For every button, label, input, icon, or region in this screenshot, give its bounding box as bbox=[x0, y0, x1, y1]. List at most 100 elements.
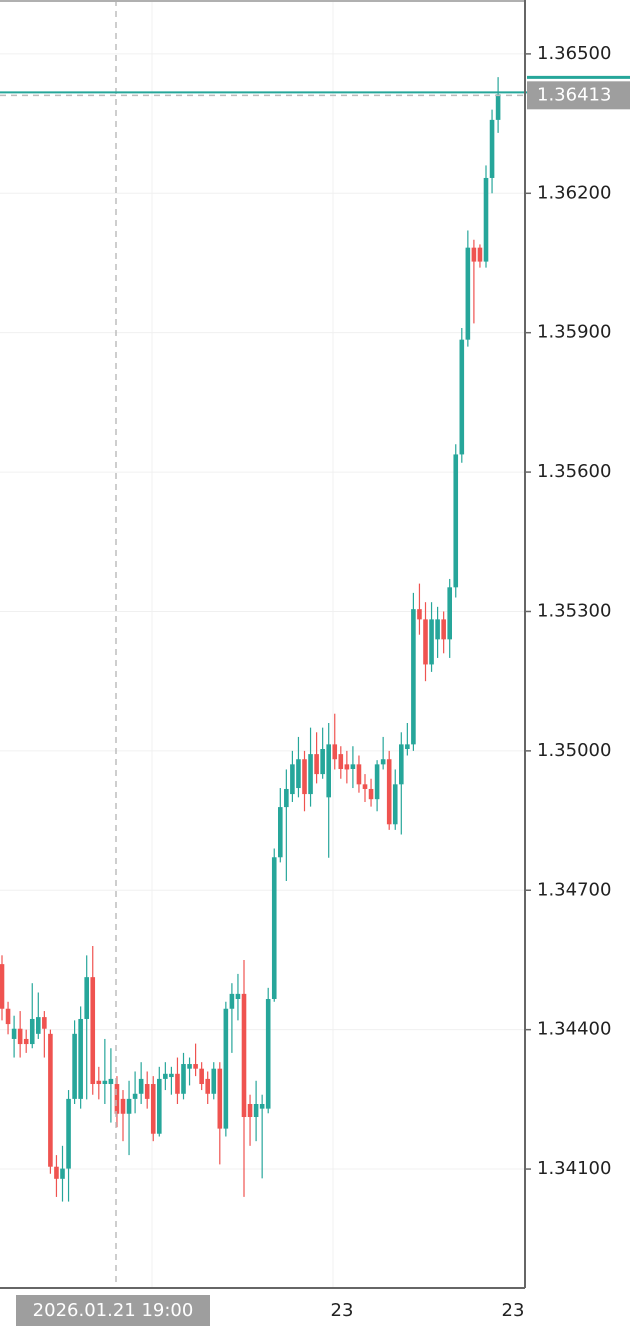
candle-body bbox=[411, 609, 416, 745]
candle-body bbox=[60, 1168, 65, 1179]
candle-body bbox=[296, 759, 301, 789]
candle-body bbox=[405, 744, 410, 750]
candle-body bbox=[96, 1080, 102, 1085]
candle-body bbox=[193, 1064, 198, 1069]
candle-body bbox=[447, 587, 452, 640]
candle-body bbox=[441, 619, 446, 640]
crosshair-time-label: 2026.01.21 19:00 bbox=[33, 1300, 194, 1321]
y-tick-label: 1.34100 bbox=[537, 1158, 611, 1179]
candle-body bbox=[138, 1078, 144, 1094]
candle-body bbox=[23, 1038, 29, 1045]
candle-body bbox=[223, 1008, 229, 1129]
candle-body bbox=[338, 754, 344, 769]
candle-body bbox=[259, 1104, 265, 1109]
candle-body bbox=[386, 759, 392, 825]
candle-body bbox=[423, 619, 428, 665]
y-tick-label: 1.35000 bbox=[537, 740, 611, 761]
candle-body bbox=[253, 1104, 259, 1118]
x-tick-label: 23 bbox=[331, 1300, 354, 1321]
y-tick-label: 1.35300 bbox=[537, 600, 611, 621]
candle-body bbox=[132, 1093, 138, 1099]
y-tick-label: 1.34700 bbox=[537, 879, 611, 900]
candle-body bbox=[392, 784, 398, 825]
y-tick-label: 1.35600 bbox=[537, 461, 611, 482]
candle-body bbox=[181, 1064, 186, 1094]
candle-body bbox=[108, 1078, 114, 1085]
candle-body bbox=[48, 1033, 53, 1167]
candle-body bbox=[453, 454, 459, 588]
y-tick-label: 1.36500 bbox=[537, 43, 611, 64]
candle-body bbox=[465, 247, 471, 340]
candle-body bbox=[483, 177, 489, 262]
candle-body bbox=[290, 764, 295, 795]
candle-body bbox=[489, 119, 495, 178]
y-tick-label: 1.34400 bbox=[537, 1019, 611, 1040]
candle-body bbox=[278, 807, 283, 858]
candle-body bbox=[326, 744, 331, 798]
candle-body bbox=[399, 744, 404, 785]
candle-body bbox=[5, 1008, 11, 1025]
candle-body bbox=[84, 977, 89, 1019]
candle-body bbox=[114, 1084, 120, 1114]
candle-body bbox=[435, 619, 440, 640]
candle-body bbox=[344, 764, 350, 770]
candle-body bbox=[362, 784, 368, 789]
crosshair-price-box bbox=[527, 81, 630, 110]
candle-body bbox=[241, 993, 247, 1118]
candle-body bbox=[320, 749, 325, 775]
candle-body bbox=[78, 1018, 83, 1099]
candle-body bbox=[265, 998, 271, 1109]
candle-body bbox=[187, 1064, 192, 1069]
candle-body bbox=[350, 764, 356, 769]
crosshair-time-box bbox=[16, 1295, 210, 1326]
candle-body bbox=[90, 977, 96, 1085]
candle-body bbox=[332, 744, 338, 760]
candle-body bbox=[54, 1166, 59, 1179]
candle-body bbox=[126, 1098, 132, 1114]
candle-body bbox=[247, 1104, 253, 1118]
candle-body bbox=[495, 94, 501, 120]
y-tick-label: 1.35900 bbox=[537, 322, 611, 343]
candle-body bbox=[308, 754, 313, 795]
candle-body bbox=[211, 1068, 217, 1094]
candle-body bbox=[36, 1017, 41, 1034]
candle-body bbox=[120, 1098, 126, 1114]
candle-body bbox=[102, 1080, 108, 1085]
y-tick-label: 1.36200 bbox=[537, 182, 611, 203]
candle-body bbox=[271, 857, 277, 999]
candle-body bbox=[169, 1073, 174, 1078]
candle-body bbox=[235, 993, 241, 999]
candle-body bbox=[29, 1018, 35, 1045]
candle-body bbox=[72, 1033, 77, 1099]
candle-body bbox=[368, 788, 374, 800]
candle-body bbox=[66, 1098, 71, 1169]
candle-body bbox=[429, 619, 434, 665]
grid bbox=[0, 0, 525, 1288]
candle-body bbox=[356, 764, 362, 785]
candle-body bbox=[284, 788, 289, 808]
candles bbox=[0, 77, 501, 1202]
candle-body bbox=[144, 1084, 150, 1099]
candle-body bbox=[471, 247, 477, 262]
candle-body bbox=[417, 609, 422, 620]
candle-body bbox=[229, 993, 235, 1009]
candle-body bbox=[205, 1078, 210, 1094]
candle-body bbox=[150, 1084, 156, 1134]
candle-body bbox=[42, 1017, 47, 1029]
candle-body bbox=[380, 759, 386, 765]
x-tick-label: 23 bbox=[502, 1300, 525, 1321]
candle-body bbox=[0, 964, 5, 1009]
price-axis: 1.36500 1.36200 1.35900 1.35600 1.35300 1.350… bbox=[525, 43, 630, 1179]
candle-body bbox=[302, 759, 307, 795]
candle-body bbox=[199, 1068, 204, 1085]
candle-body bbox=[314, 754, 319, 775]
candle-body bbox=[11, 1028, 17, 1039]
candle-body bbox=[374, 764, 380, 800]
candle-body bbox=[175, 1073, 180, 1094]
candle-body bbox=[217, 1068, 223, 1129]
crosshair-price-label: 1.36413 bbox=[537, 84, 611, 105]
candle-body bbox=[459, 339, 465, 455]
candle-body bbox=[157, 1078, 162, 1134]
